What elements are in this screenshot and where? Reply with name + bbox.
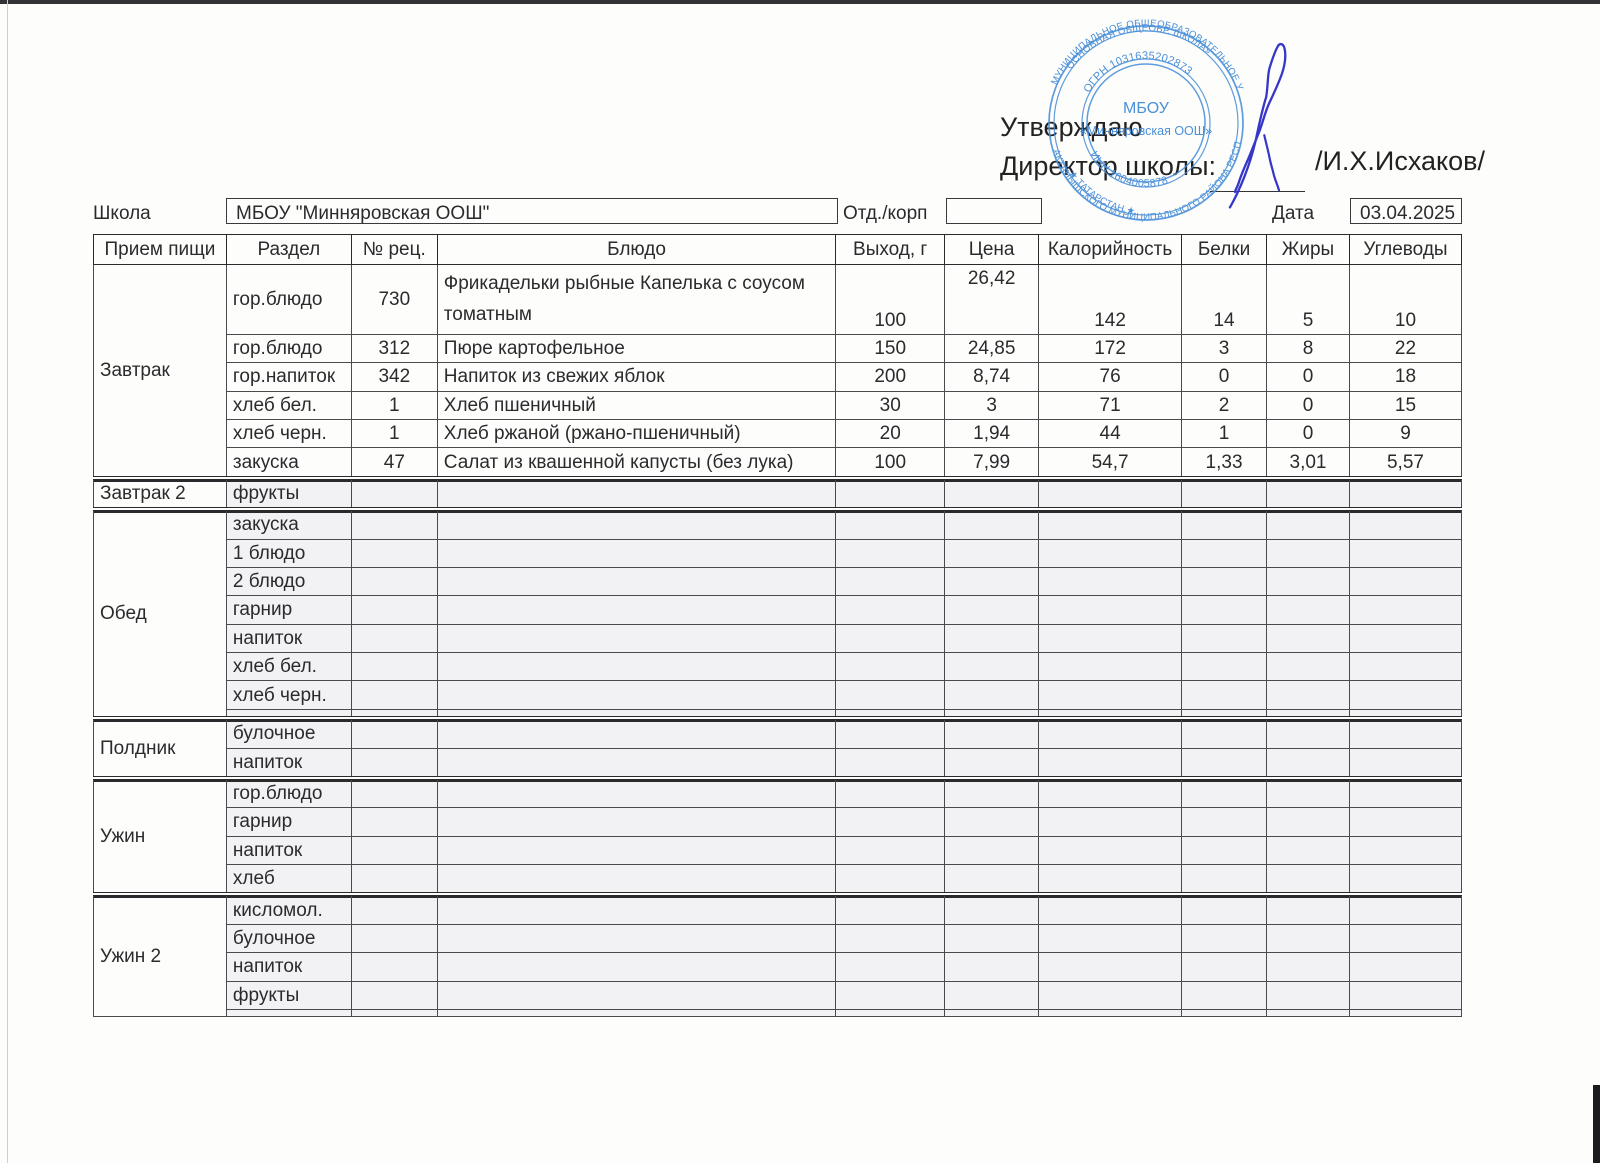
svg-text:ИНН 1604005878: ИНН 1604005878 (1087, 149, 1169, 190)
svg-text:МБОУ: МБОУ (1123, 100, 1170, 117)
svg-text:МУНИЦИПАЛЬНОЕ ОБЩЕОБРАЗОВАТЕЛЬ: МУНИЦИПАЛЬНОЕ ОБЩЕОБРАЗОВАТЕЛЬНОЕ УЧРЕЖД… (1031, 5, 1245, 92)
svg-text:«Минняровская ООШ»: «Минняровская ООШ» (1080, 124, 1212, 138)
